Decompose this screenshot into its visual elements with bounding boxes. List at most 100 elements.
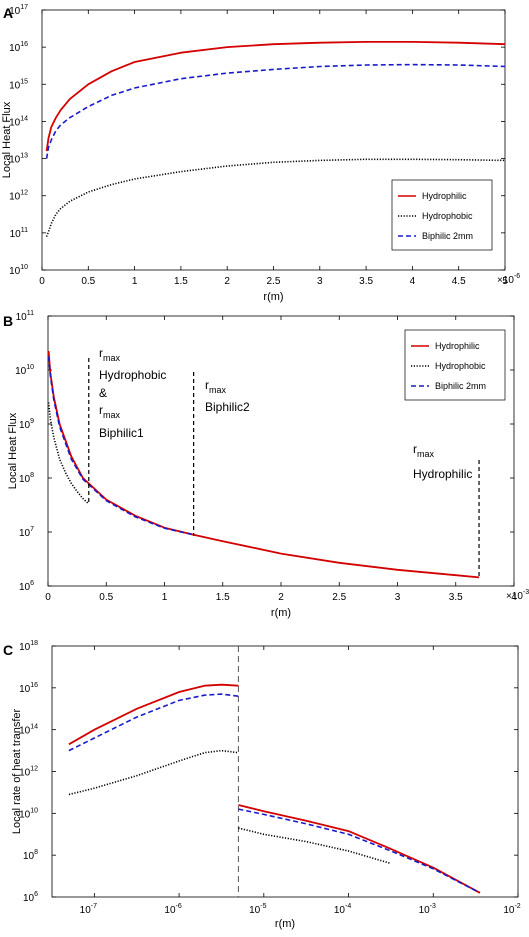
y-tick-label: 1010 <box>19 807 38 820</box>
x-multiplier: ×10-3 <box>506 589 529 602</box>
x-tick-label: 10-3 <box>419 903 436 916</box>
legend-box <box>404 329 506 401</box>
x-tick-label: 5 <box>502 276 508 287</box>
y-tick-label-base: 10 <box>19 726 31 737</box>
y-tick-label-base: 10 <box>9 6 21 17</box>
rmax-label: rmax <box>99 346 121 363</box>
rmax-r: r <box>99 403 103 417</box>
x-tick-label: 10-6 <box>164 903 181 916</box>
x-tick-label: 1 <box>162 592 168 603</box>
x-tick-label: 1.5 <box>216 592 230 603</box>
x-multiplier-base: ×10 <box>497 275 514 286</box>
rmax-sub: max <box>209 385 227 395</box>
y-tick-label: 108 <box>19 472 34 485</box>
series-line-hydrophobic <box>238 827 392 865</box>
x-tick-label: 3.5 <box>359 276 373 287</box>
y-tick-label: 106 <box>19 580 34 593</box>
y-tick-label: 1017 <box>9 4 28 17</box>
x-tick-label: 1.5 <box>174 276 188 287</box>
x-tick-label: 2 <box>224 276 230 287</box>
y-tick-label-base: 10 <box>19 582 31 593</box>
axes-box <box>51 645 519 898</box>
y-tick-label: 1010 <box>15 364 34 377</box>
y-tick-label-base: 10 <box>9 117 21 128</box>
x-tick-label: 3 <box>395 592 401 603</box>
y-tick-label-exp: 12 <box>20 190 28 197</box>
y-tick-label-exp: 13 <box>20 153 28 160</box>
x-tick-label: 10-7 <box>80 903 97 916</box>
rmax-label-line: & <box>99 386 107 400</box>
y-tick-label-exp: 10 <box>20 264 28 271</box>
y-tick-label-base: 10 <box>16 312 28 323</box>
series-line-hydrophobic <box>47 402 90 505</box>
y-tick-label-base: 10 <box>19 642 31 653</box>
x-tick-label-exp: -2 <box>514 903 520 910</box>
x-multiplier-exp: -3 <box>523 589 529 596</box>
y-tick-label: 109 <box>19 418 34 431</box>
y-axis-label: Local rate of heat transfer <box>11 708 23 834</box>
legend-label: Hydrophilic <box>435 341 480 351</box>
y-tick-label-base: 10 <box>23 893 35 904</box>
rmax-sub: max <box>417 449 435 459</box>
x-tick-label: 3.5 <box>449 592 463 603</box>
y-tick-label-exp: 16 <box>20 41 28 48</box>
x-tick-label: 2.5 <box>332 592 346 603</box>
legend-label: Hydrophobic <box>422 211 473 221</box>
y-tick-label-base: 10 <box>15 366 27 377</box>
x-tick-label: 10-4 <box>334 903 351 916</box>
y-tick-label-base: 10 <box>19 684 31 695</box>
y-tick-label: 1012 <box>9 190 28 203</box>
series-line-biphilic-2mm <box>47 356 194 536</box>
y-tick-label-base: 10 <box>19 768 31 779</box>
y-tick-label-exp: 12 <box>30 766 38 773</box>
rmax-label-line: Biphilic2 <box>205 400 250 414</box>
rmax-sub: max <box>103 410 121 420</box>
y-tick-label: 1018 <box>19 640 38 653</box>
y-tick-label-base: 10 <box>9 80 21 91</box>
y-tick-label-base: 10 <box>19 474 31 485</box>
x-axis-label: r(m) <box>275 918 295 930</box>
x-tick-label-base: 10 <box>503 905 515 916</box>
x-tick-label: 0.5 <box>99 592 113 603</box>
series-line-biphilic-2mm <box>68 693 239 752</box>
y-tick-label-exp: 7 <box>30 526 34 533</box>
y-tick-label-base: 10 <box>19 809 31 820</box>
y-tick-label-exp: 15 <box>20 78 28 85</box>
x-multiplier-base: ×10 <box>506 591 523 602</box>
y-tick-label: 1016 <box>19 682 38 695</box>
y-tick-label-exp: 10 <box>30 807 38 814</box>
x-tick-label: 1 <box>132 276 138 287</box>
y-tick-label-exp: 11 <box>27 310 34 317</box>
x-tick-label-exp: -4 <box>345 903 351 910</box>
y-tick-label-base: 10 <box>9 43 21 54</box>
x-tick-label: 10-2 <box>503 903 520 916</box>
y-tick-label-exp: 6 <box>30 580 34 587</box>
x-tick-label: 0 <box>39 276 45 287</box>
legend: Hydrophilic Hydrophobic Biphilic 2mm <box>391 179 493 251</box>
y-tick-label-exp: 11 <box>21 227 28 234</box>
y-tick-label-base: 10 <box>19 528 31 539</box>
legend-label: Hydrophobic <box>435 361 486 371</box>
x-tick-label-exp: -3 <box>430 903 436 910</box>
y-tick-label: 1014 <box>9 115 28 128</box>
series-line-hydrophilic <box>45 41 506 152</box>
y-tick-label-base: 10 <box>10 229 22 240</box>
y-tick-label: 1012 <box>19 766 38 779</box>
y-tick-label-exp: 16 <box>30 682 38 689</box>
panel-letter: C <box>3 642 13 658</box>
x-tick-label: 0.5 <box>81 276 95 287</box>
rmax-label-line: Hydrophilic <box>413 467 472 481</box>
y-tick-label-exp: 14 <box>30 724 38 731</box>
y-tick-label-exp: 8 <box>34 849 38 856</box>
rmax-label-line: Biphilic1 <box>99 426 144 440</box>
x-tick-label: 10-5 <box>249 903 266 916</box>
series-line-hydrophobic <box>45 158 506 237</box>
rmax-sub: max <box>103 353 121 363</box>
y-tick-label-base: 10 <box>19 420 31 431</box>
x-tick-label-base: 10 <box>80 905 92 916</box>
rmax-r: r <box>205 378 209 392</box>
rmax-r: r <box>99 346 103 360</box>
y-tick-label-exp: 17 <box>20 4 28 11</box>
